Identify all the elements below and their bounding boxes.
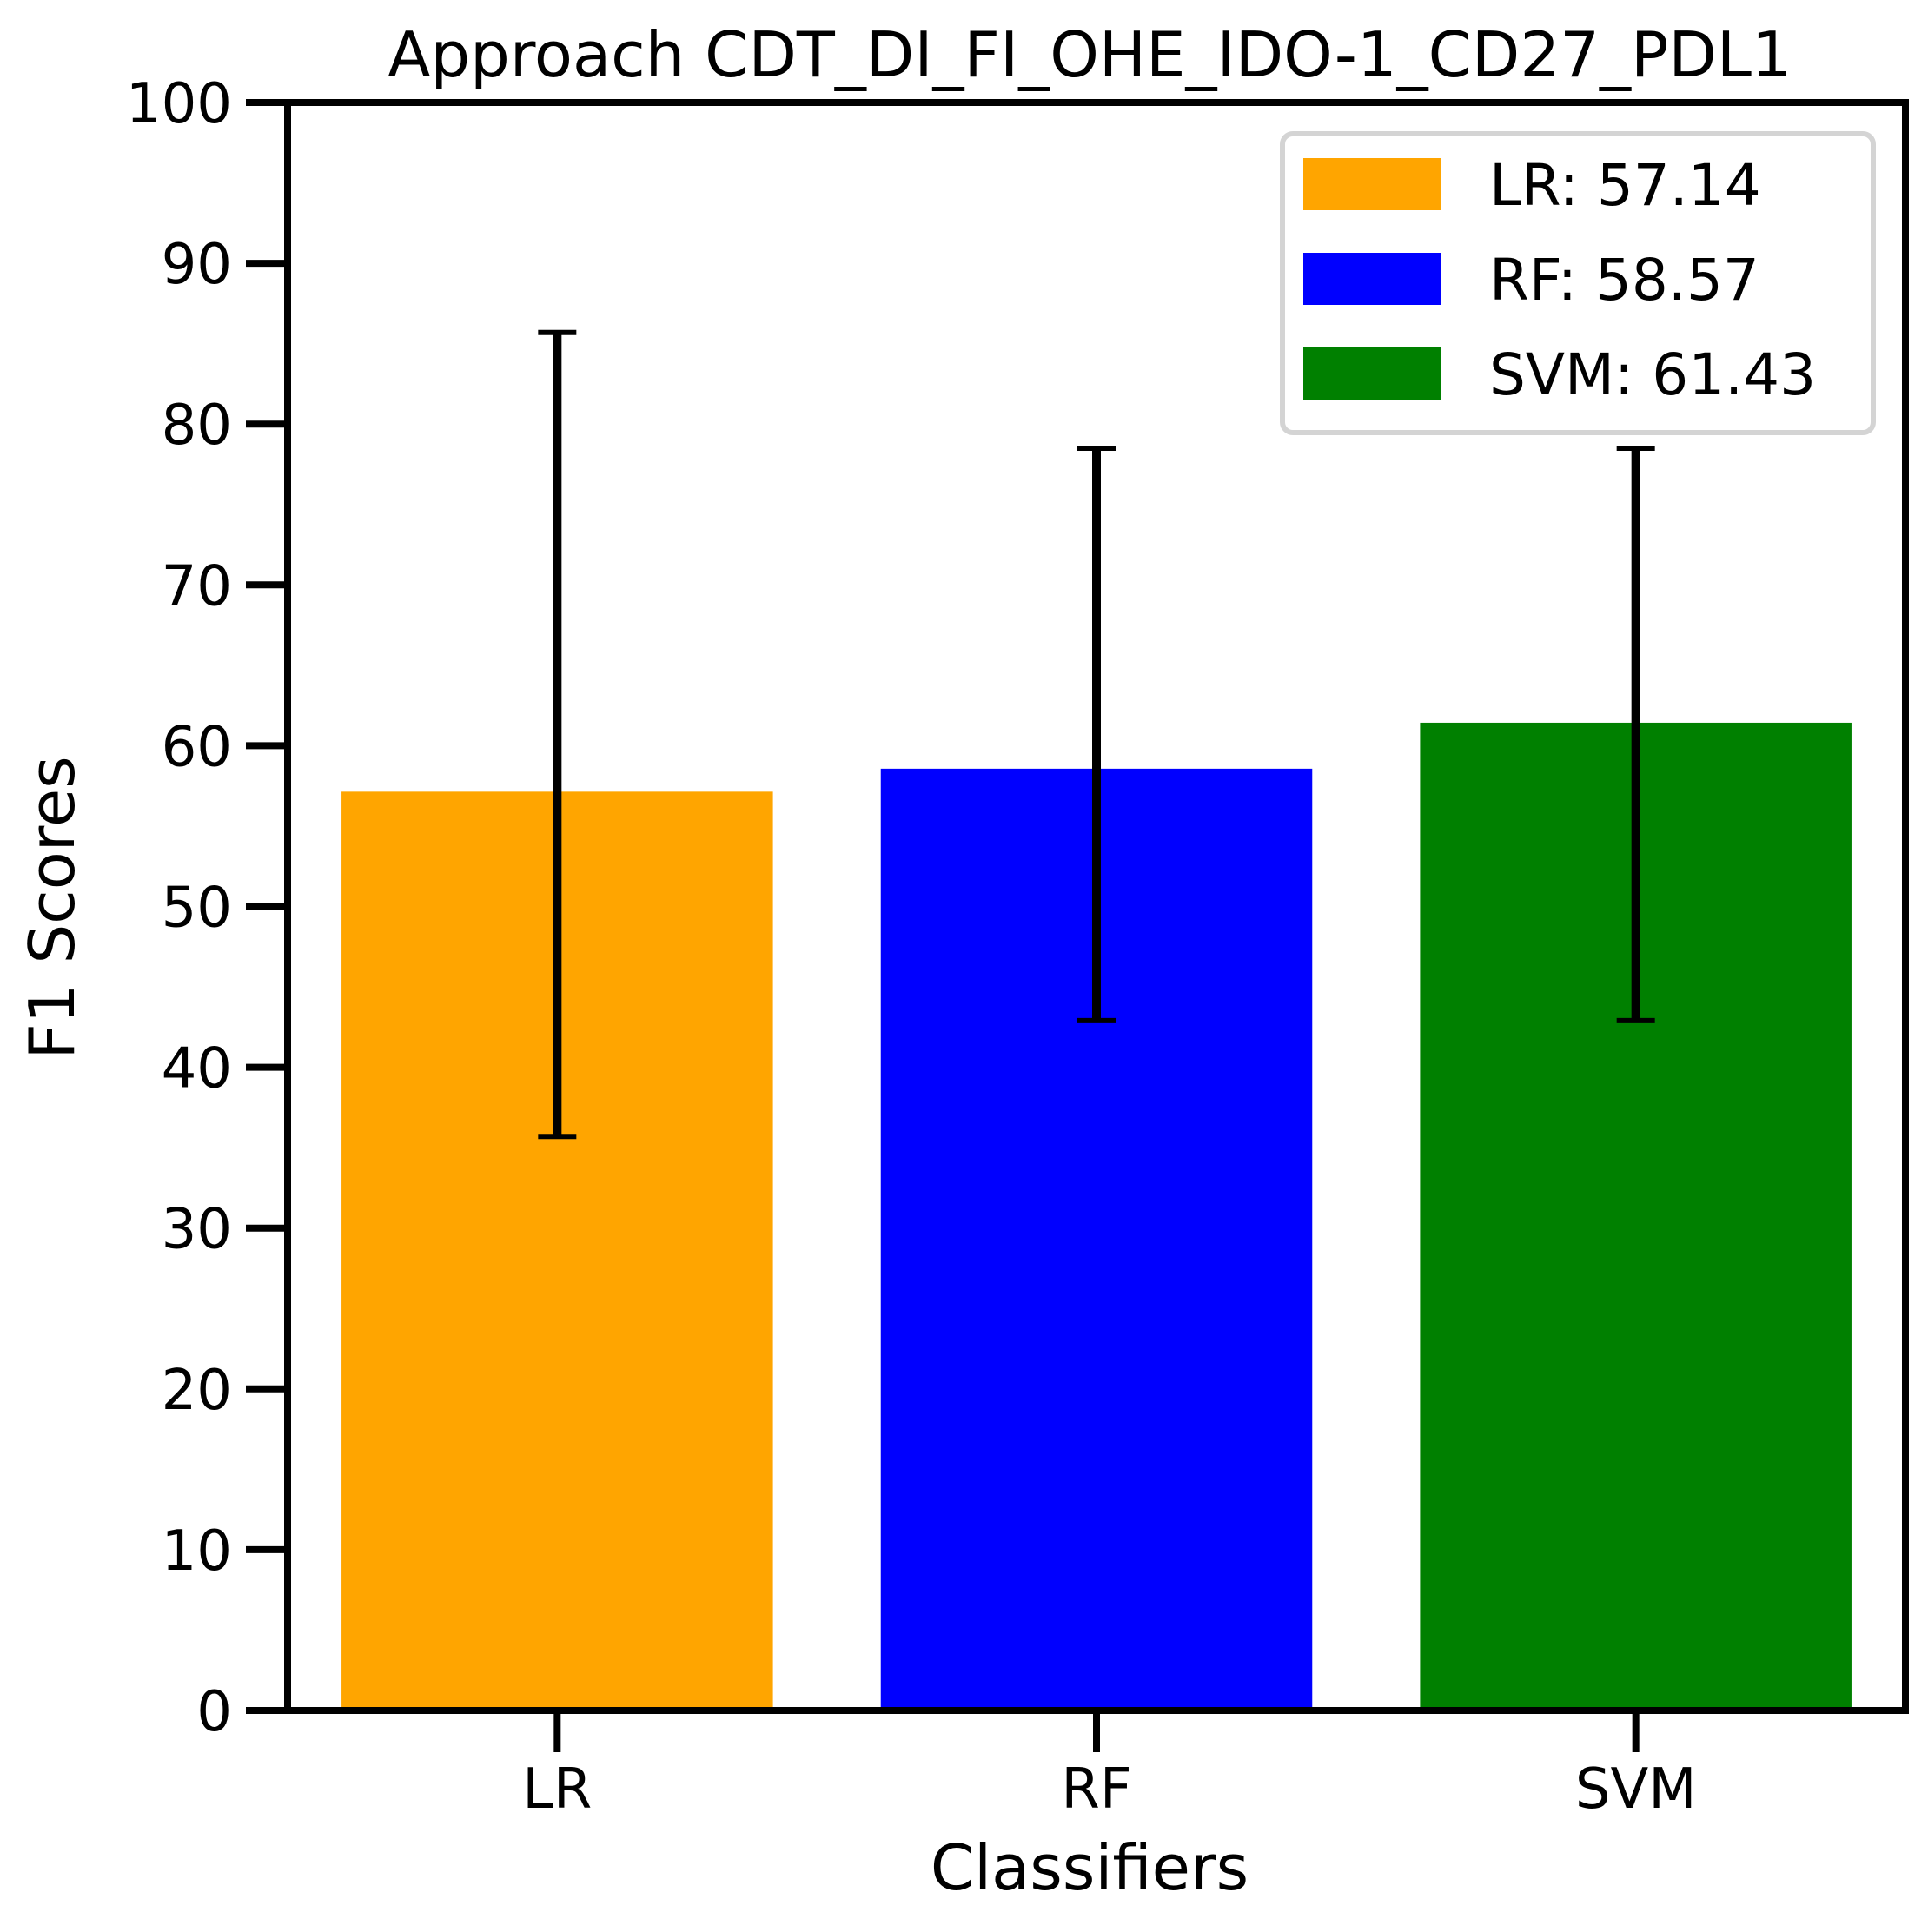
legend-swatch-rf [1303, 253, 1441, 305]
y-tick-label: 40 [162, 1037, 232, 1102]
legend: LR: 57.14 RF: 58.57 SVM: 61.43 [1280, 131, 1876, 435]
legend-label-rf: RF: 58.57 [1489, 247, 1759, 314]
x-axis-label: Classifiers [931, 1831, 1249, 1904]
y-tick-label: 20 [162, 1359, 232, 1423]
x-tick-label-lr: LR [522, 1757, 592, 1822]
error-bar-svm [1616, 445, 1655, 1023]
y-tick-label: 90 [162, 233, 232, 297]
y-axis: 0 10 20 30 40 50 60 70 80 90 100 [126, 72, 288, 1744]
y-tick-label: 0 [196, 1680, 232, 1744]
legend-label-svm: SVM: 61.43 [1489, 341, 1816, 408]
y-tick-label: 30 [162, 1198, 232, 1262]
y-tick-label: 60 [162, 715, 232, 779]
error-bar-rf [1077, 445, 1116, 1023]
y-tick-label: 100 [126, 72, 232, 136]
x-tick-label-svm: SVM [1575, 1757, 1697, 1822]
y-tick-label: 70 [162, 554, 232, 619]
y-axis-label: F1 Scores [16, 756, 89, 1059]
x-tick-label-rf: RF [1061, 1757, 1131, 1822]
x-axis: LR RF SVM [522, 1710, 1696, 1822]
y-tick-label: 50 [162, 877, 232, 941]
legend-swatch-svm [1303, 347, 1441, 400]
legend-label-lr: LR: 57.14 [1489, 152, 1761, 219]
chart-title: Approach CDT_DI_FI_OHE_IDO-1_CD27_PDL1 [388, 18, 1792, 91]
y-tick-label: 80 [162, 394, 232, 458]
legend-swatch-lr [1303, 158, 1441, 210]
error-bar-lr [538, 329, 577, 1140]
y-tick-label: 10 [162, 1519, 232, 1584]
plot-area [341, 329, 1852, 1711]
